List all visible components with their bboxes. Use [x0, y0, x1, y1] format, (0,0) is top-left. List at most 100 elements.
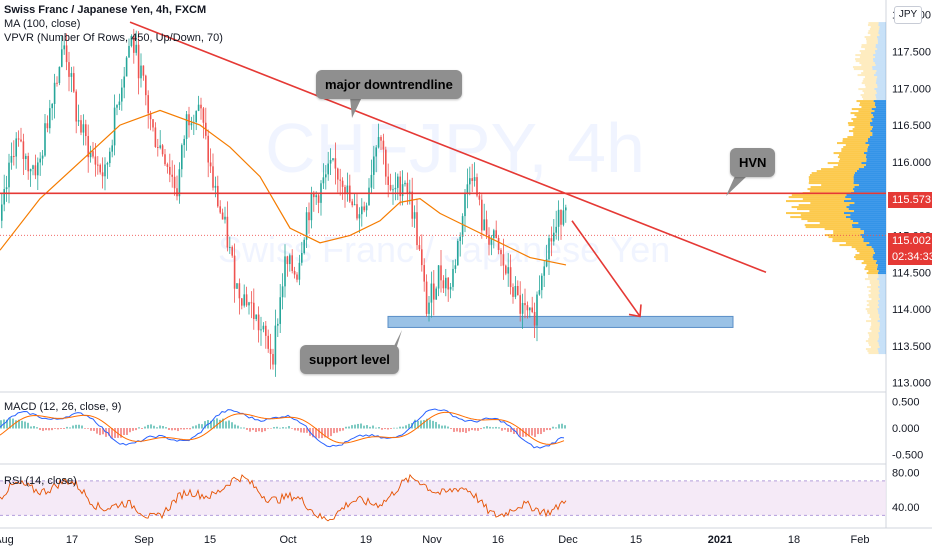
macd-histogram-bar	[333, 428, 335, 434]
vpvr-row-down	[845, 144, 870, 147]
candle-body	[111, 145, 113, 152]
candle-body	[473, 177, 476, 181]
candle-body	[29, 168, 32, 172]
vpvr-row-down	[833, 152, 864, 155]
vpvr-row-down	[855, 258, 874, 261]
signal-line[interactable]	[0, 411, 565, 445]
vpvr-row-up	[875, 52, 886, 55]
vpvr-row-down	[863, 98, 877, 101]
vpvr-row-up	[872, 120, 886, 123]
vpvr-row-up	[871, 246, 886, 249]
candle-body	[466, 184, 469, 194]
vpvr-row-down	[804, 224, 852, 227]
rsi-line[interactable]	[0, 473, 567, 522]
vpvr-row-down	[867, 312, 879, 315]
projection-arrow[interactable]	[571, 220, 641, 317]
vpvr-row-up	[878, 30, 886, 33]
candle-body	[58, 66, 61, 84]
rsi-legend[interactable]: RSI (14, close)	[4, 475, 77, 487]
support-zone[interactable]	[387, 315, 734, 328]
vpvr-row-up	[875, 106, 886, 109]
vpvr-row-up	[845, 196, 886, 199]
candle-body	[356, 204, 358, 219]
vpvr-row-down	[862, 80, 877, 83]
macd-histogram-bar	[285, 427, 287, 429]
macd-histogram-bar	[213, 419, 215, 429]
macd-histogram-bar	[522, 428, 524, 437]
macd-histogram-bar	[24, 421, 26, 429]
macd-histogram-bar	[351, 425, 353, 429]
macd-histogram-bar	[42, 428, 44, 431]
vpvr-row-up	[874, 252, 886, 255]
candle-body	[13, 155, 15, 157]
macd-histogram-bar	[297, 428, 299, 431]
vpvr-row-down	[871, 324, 880, 327]
symbol-title[interactable]: Swiss Franc / Japanese Yen, 4h, FXCM	[4, 4, 207, 16]
macd-histogram-bar	[195, 425, 197, 429]
candle-body	[109, 151, 111, 164]
downtrend-callout-pointer	[350, 97, 362, 118]
macd-histogram-bar	[264, 428, 266, 432]
macd-histogram-bar	[552, 426, 554, 429]
downtrend-line[interactable]	[129, 21, 767, 274]
moving-average-line[interactable]	[0, 109, 567, 266]
macd-histogram-bar	[513, 428, 515, 434]
candle-body	[423, 265, 425, 282]
macd-histogram-bar	[549, 428, 551, 431]
vpvr-row-down	[864, 48, 878, 51]
macd-histogram-bar	[144, 426, 146, 429]
macd-legend[interactable]: MACD (12, 26, close, 9)	[4, 401, 122, 413]
vpvr-row-up	[875, 102, 886, 105]
macd-histogram-bar	[204, 421, 206, 429]
macd-histogram-bar	[360, 423, 362, 429]
vpvr-row-down	[870, 292, 880, 295]
support-callout: support level	[300, 345, 399, 374]
candle-body	[505, 265, 507, 274]
macd-histogram-bar	[279, 427, 281, 429]
vpvr-row-up	[854, 190, 886, 193]
vpvr-row-up	[873, 258, 886, 261]
vpvr-row-down	[868, 290, 879, 293]
vpvr-row-down	[869, 280, 880, 283]
vpvr-row-up	[861, 162, 886, 165]
candle-body	[125, 57, 128, 77]
macd-line[interactable]	[0, 408, 565, 449]
macd-histogram-bar	[486, 426, 488, 429]
vpvr-row-down	[861, 46, 876, 49]
vpvr-row-down	[870, 34, 880, 37]
vpvr-row-down	[855, 60, 874, 63]
vpvr-row-down	[855, 58, 874, 61]
candle-body	[555, 226, 557, 233]
vpvr-row-up	[878, 290, 886, 293]
vpvr-row-down	[791, 194, 847, 197]
vpvr-row-up	[879, 324, 886, 327]
vpvr-row-up	[877, 38, 886, 41]
vpvr-row-down	[854, 114, 873, 117]
vpvr-row-up	[877, 304, 886, 307]
macd-histogram-bar	[135, 428, 137, 431]
vpvr-row-up	[879, 280, 886, 283]
macd-histogram-bar	[273, 427, 275, 429]
macd-histogram-bar	[537, 428, 539, 435]
ma-legend[interactable]: MA (100, close)	[4, 18, 81, 30]
vpvr-row-down	[858, 88, 875, 91]
vpvr-legend[interactable]: VPVR (Number Of Rows, 450, Up/Down, 70)	[4, 32, 223, 44]
macd-histogram-bar	[324, 428, 326, 438]
candle-body	[341, 180, 344, 187]
candle-body	[185, 114, 188, 139]
vpvr-row-down	[855, 248, 874, 251]
macd-histogram-bar	[429, 419, 431, 429]
candle-body	[332, 158, 334, 160]
vpvr-row-up	[878, 338, 886, 341]
currency-badge[interactable]: JPY	[894, 6, 922, 24]
candle-body	[241, 298, 243, 306]
price-axis-tick: 116.000	[892, 157, 931, 169]
vpvr-row-up	[873, 54, 886, 57]
candle-body	[250, 302, 253, 304]
candle-body	[25, 155, 27, 160]
vpvr-row-down	[805, 226, 853, 229]
vpvr-row-down	[855, 254, 874, 257]
candle-body	[68, 62, 70, 77]
